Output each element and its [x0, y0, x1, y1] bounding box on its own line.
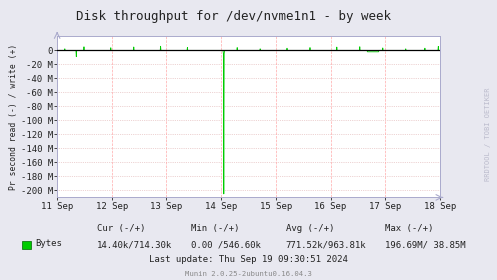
Text: Disk throughput for /dev/nvme1n1 - by week: Disk throughput for /dev/nvme1n1 - by we…	[76, 10, 391, 23]
Text: RRDTOOL / TOBI OETIKER: RRDTOOL / TOBI OETIKER	[485, 88, 491, 181]
Text: Munin 2.0.25-2ubuntu0.16.04.3: Munin 2.0.25-2ubuntu0.16.04.3	[185, 271, 312, 277]
Text: Last update: Thu Sep 19 09:30:51 2024: Last update: Thu Sep 19 09:30:51 2024	[149, 255, 348, 264]
Text: Min (-/+): Min (-/+)	[191, 224, 240, 233]
Text: Avg (-/+): Avg (-/+)	[286, 224, 334, 233]
Text: Cur (-/+): Cur (-/+)	[97, 224, 145, 233]
Y-axis label: Pr second read (-) / write (+): Pr second read (-) / write (+)	[9, 44, 18, 190]
Text: 196.69M/ 38.85M: 196.69M/ 38.85M	[385, 241, 466, 250]
Text: Bytes: Bytes	[35, 239, 62, 248]
Text: Max (-/+): Max (-/+)	[385, 224, 433, 233]
Text: 771.52k/963.81k: 771.52k/963.81k	[286, 241, 366, 250]
Text: 0.00 /546.60k: 0.00 /546.60k	[191, 241, 261, 250]
Text: 14.40k/714.30k: 14.40k/714.30k	[97, 241, 172, 250]
